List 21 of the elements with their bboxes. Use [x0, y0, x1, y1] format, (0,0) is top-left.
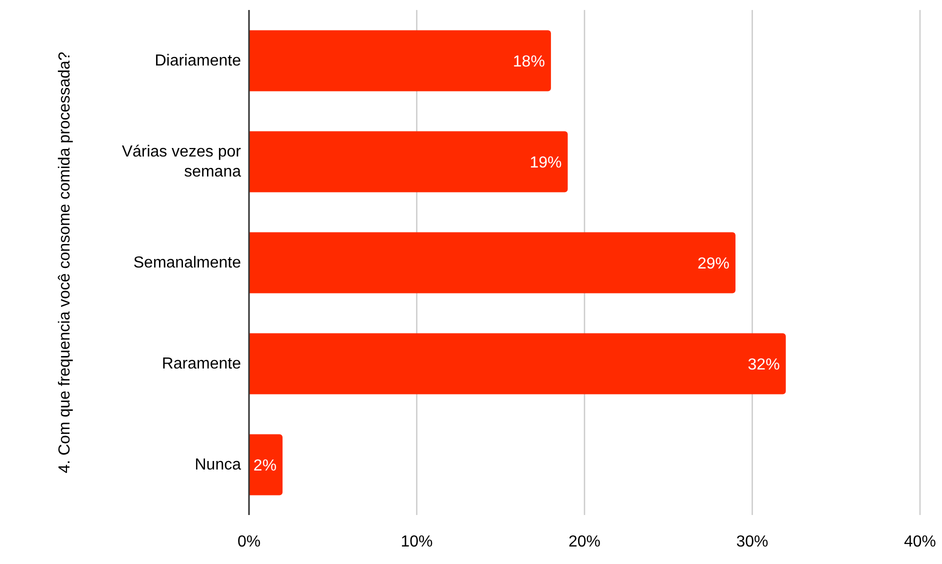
y-axis-title: 4. Com que frequencia você consome comida processada?	[56, 52, 74, 474]
y-tick-label: Várias vezes por semana	[122, 143, 242, 180]
x-tick-label: 0%	[237, 533, 261, 550]
x-tick-label: 20%	[568, 533, 601, 550]
data-label: 2%	[253, 457, 277, 474]
bar	[249, 333, 786, 394]
x-tick-label: 40%	[904, 533, 936, 550]
bar	[249, 30, 551, 92]
y-tick-label: Nunca	[194, 456, 242, 473]
data-label: 32%	[748, 356, 780, 374]
data-label: 29%	[697, 255, 730, 272]
data-label: 19%	[530, 154, 562, 172]
bar	[249, 131, 568, 192]
y-tick-label: Diariamente	[154, 52, 242, 69]
y-tick-label: Semanalmente	[133, 254, 242, 271]
y-tick-label: Raramente	[162, 355, 242, 372]
bar	[249, 434, 283, 496]
data-label: 18%	[512, 53, 545, 70]
bar	[249, 232, 736, 294]
x-tick-label: 30%	[736, 533, 768, 550]
x-tick-label: 10%	[400, 533, 433, 550]
